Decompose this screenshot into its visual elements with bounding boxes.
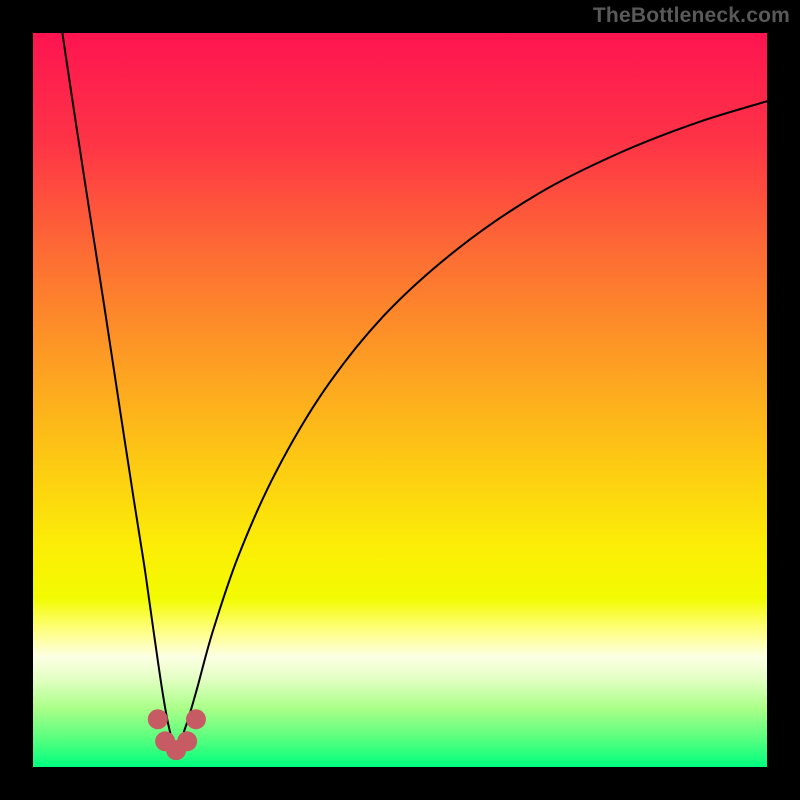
plot-gradient-background (33, 33, 767, 767)
marker-dot (186, 709, 206, 729)
chart-stage: TheBottleneck.com (0, 0, 800, 800)
marker-dot (148, 709, 168, 729)
marker-dot (177, 731, 197, 751)
bottleneck-chart (0, 0, 800, 800)
watermark-text: TheBottleneck.com (593, 4, 790, 28)
